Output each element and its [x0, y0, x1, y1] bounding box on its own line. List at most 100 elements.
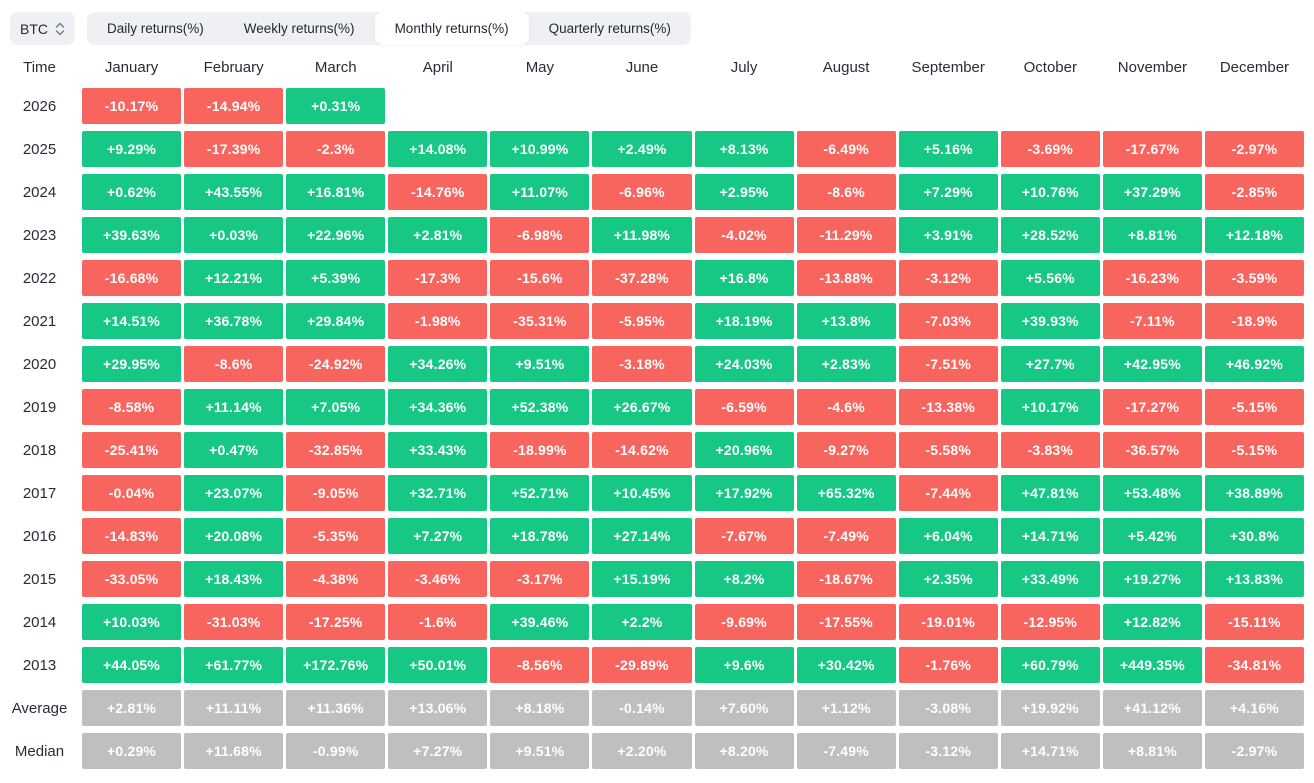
return-cell: +8.18%: [490, 690, 590, 726]
return-cell: +2.2%: [592, 604, 692, 640]
table-row: 2025 +9.29% -17.39% -2.3% +14.08% +10.99% +2.4…: [0, 131, 1304, 167]
row-label: 2014: [22, 613, 57, 631]
return-cell: +29.95%: [82, 346, 182, 382]
tab-monthly[interactable]: Monthly returns(%): [374, 12, 529, 45]
return-cell: +0.47%: [184, 432, 284, 468]
return-cell: +36.78%: [184, 303, 284, 339]
return-cell: +0.31%: [286, 88, 386, 124]
return-cell: +65.32%: [796, 475, 896, 511]
return-cell: +22.96%: [286, 217, 386, 253]
return-cell: +8.13%: [694, 131, 794, 167]
empty-cell: [1103, 88, 1202, 124]
return-cell: -18.99%: [490, 432, 590, 468]
return-cell: -17.55%: [796, 604, 896, 640]
return-cell: -14.94%: [184, 88, 284, 124]
row-label: 2019: [22, 398, 57, 416]
return-cell: +39.63%: [82, 217, 182, 253]
return-cell: -13.88%: [796, 260, 896, 296]
tab-weekly[interactable]: Weekly returns(%): [224, 12, 375, 45]
return-cell: -6.49%: [796, 131, 896, 167]
return-cell: +12.21%: [184, 260, 284, 296]
return-cell: +7.29%: [898, 174, 998, 210]
return-cell: -5.15%: [1204, 432, 1304, 468]
month-column-header: September: [911, 59, 985, 76]
return-cell: -37.28%: [592, 260, 692, 296]
return-cell: -0.14%: [592, 690, 692, 726]
return-cell: +10.76%: [1000, 174, 1100, 210]
table-row: 2023 +39.63% +0.03% +22.96% +2.81% -6.98% +11.…: [0, 217, 1304, 253]
return-cell: -3.59%: [1204, 260, 1304, 296]
return-cell: -7.49%: [796, 733, 896, 769]
return-cell: -6.59%: [694, 389, 794, 425]
return-cell: +18.19%: [694, 303, 794, 339]
return-cell: +10.45%: [592, 475, 692, 511]
return-cell: +9.29%: [82, 131, 182, 167]
return-cell: +8.81%: [1102, 733, 1202, 769]
return-cell: +41.12%: [1102, 690, 1202, 726]
return-cell: -3.83%: [1000, 432, 1100, 468]
empty-cell: [490, 88, 589, 124]
return-cell: -1.76%: [898, 647, 998, 683]
return-cell: +30.42%: [796, 647, 896, 683]
return-cell: +34.36%: [388, 389, 488, 425]
symbol-select[interactable]: BTC: [10, 12, 75, 45]
return-cell: +28.52%: [1000, 217, 1100, 253]
return-cell: +18.78%: [490, 518, 590, 554]
return-cell: -3.18%: [592, 346, 692, 382]
tab-daily[interactable]: Daily returns(%): [87, 12, 224, 45]
table-row: 2024 +0.62% +43.55% +16.81% -14.76% +11.07% -6…: [0, 174, 1304, 210]
return-cell: +47.81%: [1000, 475, 1100, 511]
return-cell: +11.07%: [490, 174, 590, 210]
return-cell: +16.81%: [286, 174, 386, 210]
return-cell: +9.51%: [490, 346, 590, 382]
return-cell: -14.62%: [592, 432, 692, 468]
row-label: 2022: [22, 269, 57, 287]
tab-quarterly[interactable]: Quarterly returns(%): [529, 12, 691, 45]
month-column-header: May: [525, 59, 555, 76]
empty-cell: [797, 88, 896, 124]
return-cell: +3.91%: [898, 217, 998, 253]
return-cell: +20.08%: [184, 518, 284, 554]
return-cell: -3.69%: [1000, 131, 1100, 167]
table-row: 2016 -14.83% +20.08% -5.35% +7.27% +18.78% +27…: [0, 518, 1304, 554]
return-cell: -11.29%: [796, 217, 896, 253]
return-cell: -5.15%: [1204, 389, 1304, 425]
return-cell: +1.12%: [796, 690, 896, 726]
return-cell: +19.27%: [1102, 561, 1202, 597]
return-cell: +42.95%: [1102, 346, 1202, 382]
return-cell: +20.96%: [694, 432, 794, 468]
return-cell: -35.31%: [490, 303, 590, 339]
row-label: Average: [11, 699, 68, 717]
return-cell: +8.2%: [694, 561, 794, 597]
toolbar: BTC Daily returns(%) Weekly returns(%) Mon…: [0, 0, 1314, 45]
return-cell: +34.26%: [388, 346, 488, 382]
return-cell: -3.17%: [490, 561, 590, 597]
return-cell: +60.79%: [1000, 647, 1100, 683]
return-cell: +8.81%: [1102, 217, 1202, 253]
return-cell: -7.44%: [898, 475, 998, 511]
table-row: 2019 -8.58% +11.14% +7.05% +34.36% +52.38% +26…: [0, 389, 1304, 425]
month-column-header: October: [1023, 59, 1077, 76]
return-cell: +7.27%: [388, 518, 488, 554]
return-cell: -17.3%: [388, 260, 488, 296]
return-cell: -16.23%: [1102, 260, 1202, 296]
return-cell: -2.97%: [1204, 733, 1304, 769]
monthly-returns-table: Time January February March April May June July…: [0, 55, 1304, 769]
return-cell: +13.06%: [388, 690, 488, 726]
return-cell: -16.68%: [82, 260, 182, 296]
return-cell: +2.81%: [388, 217, 488, 253]
return-cell: +27.7%: [1000, 346, 1100, 382]
return-cell: -1.6%: [388, 604, 488, 640]
empty-cell: [1001, 88, 1100, 124]
return-cell: +9.51%: [490, 733, 590, 769]
month-column-header: March: [314, 59, 357, 76]
empty-cell: [695, 88, 794, 124]
return-cell: +0.03%: [184, 217, 284, 253]
return-cell: +14.08%: [388, 131, 488, 167]
return-cell: -15.6%: [490, 260, 590, 296]
month-column-header: June: [625, 59, 659, 76]
return-cell: +7.05%: [286, 389, 386, 425]
return-cell: +5.56%: [1000, 260, 1100, 296]
return-cell: +449.35%: [1102, 647, 1202, 683]
return-cell: -18.9%: [1204, 303, 1304, 339]
